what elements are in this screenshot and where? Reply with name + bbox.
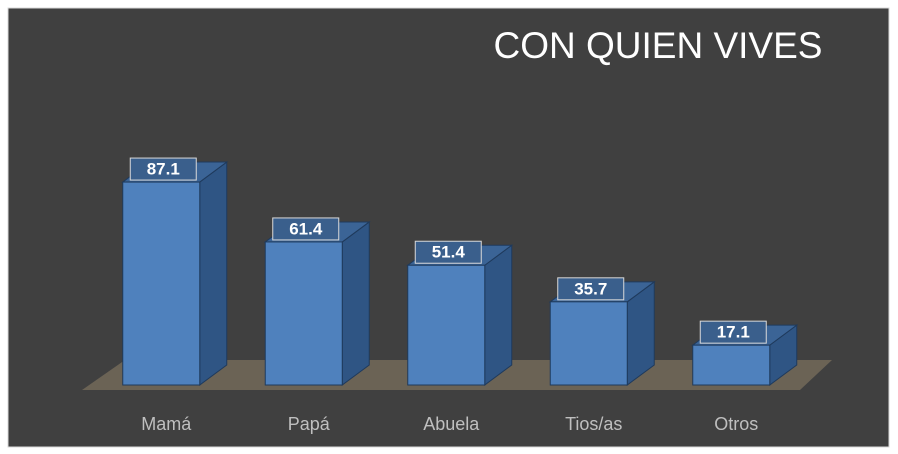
value-label-box [414, 240, 482, 264]
bar-side [199, 161, 228, 386]
bar [692, 344, 771, 386]
x-tick-label: Tios/as [565, 414, 622, 434]
value-label: 87.1 [147, 160, 180, 179]
bar-side [484, 244, 513, 386]
chart-title: CON QUIEN VIVES [494, 25, 823, 66]
bar [549, 301, 628, 386]
value-label: 17.1 [717, 323, 750, 342]
x-tick-label: Papá [288, 414, 331, 434]
x-tick-label: Mamá [141, 414, 192, 434]
bar [264, 241, 343, 386]
x-tick-label: Otros [714, 414, 758, 434]
value-label-box [557, 277, 625, 301]
value-label: 61.4 [289, 219, 323, 238]
bar [122, 181, 201, 386]
x-tick-label: Abuela [423, 414, 480, 434]
bar [407, 264, 486, 386]
bar-side [341, 220, 370, 386]
value-label-box [129, 157, 197, 181]
value-label: 35.7 [574, 279, 607, 298]
value-label: 51.4 [432, 243, 466, 262]
value-label-box [272, 217, 340, 241]
value-label-box [699, 320, 767, 344]
